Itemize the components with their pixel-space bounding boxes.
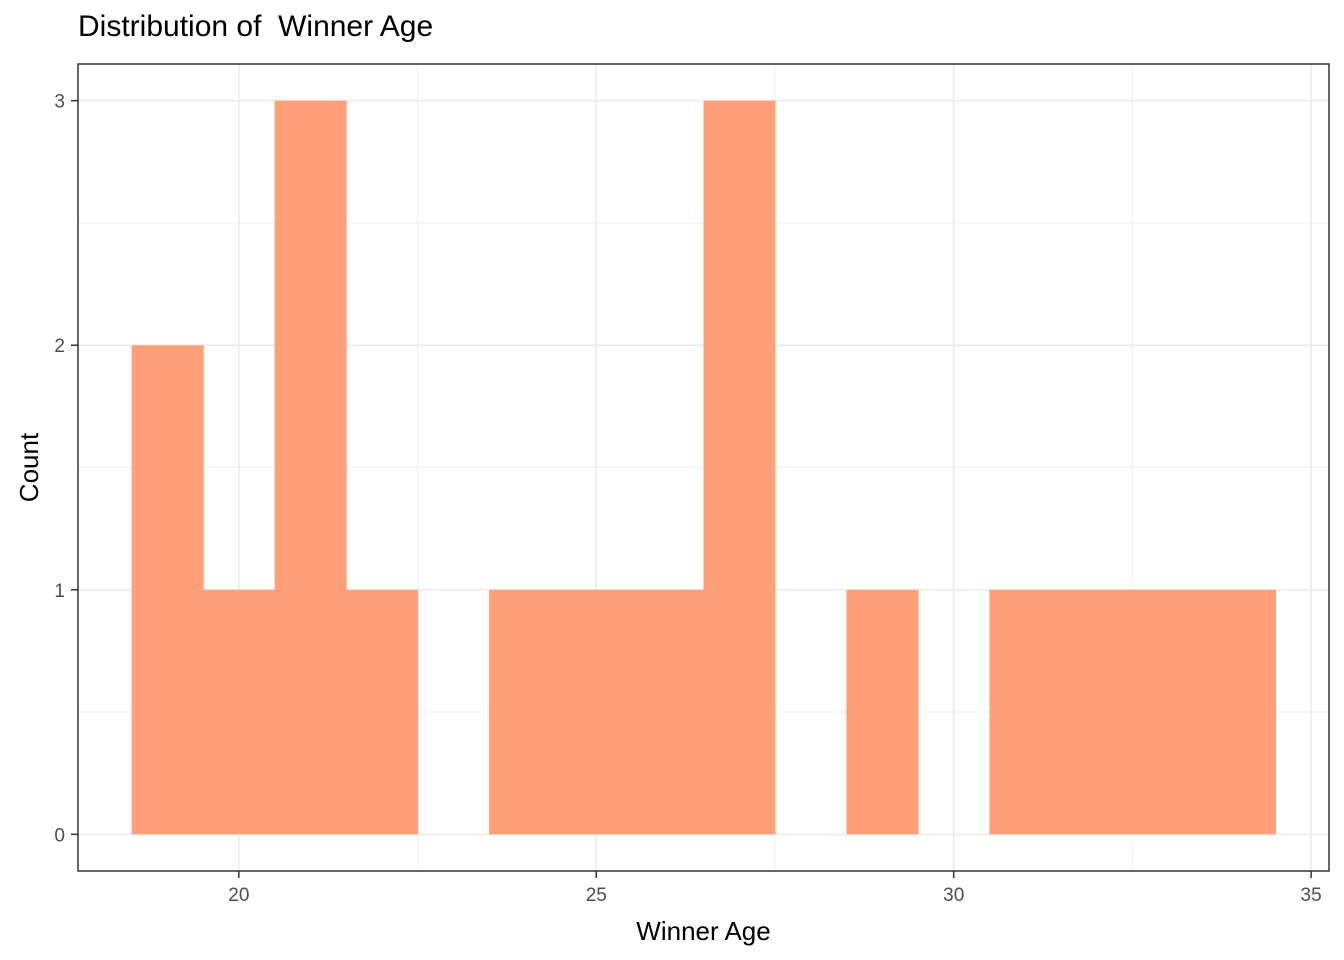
histogram-bars	[131, 100, 1276, 835]
histogram-bar	[632, 589, 705, 835]
histogram-bar	[489, 589, 562, 835]
panel-border	[77, 63, 1330, 872]
y-tick-label: 0	[54, 825, 65, 846]
y-tick-label: 3	[54, 92, 65, 113]
histogram-bar	[346, 589, 419, 835]
x-tick-label: 30	[943, 885, 964, 906]
x-tick-label: 25	[586, 885, 607, 906]
y-tick-label: 2	[54, 336, 65, 357]
histogram-bar	[131, 345, 204, 835]
histogram-bar	[846, 589, 919, 835]
histogram-bar	[703, 100, 776, 835]
histogram-bar	[989, 589, 1062, 835]
histogram-bar	[1132, 589, 1205, 835]
histogram-bar	[1060, 589, 1134, 835]
x-tick-label: 20	[228, 885, 249, 906]
histogram-bar	[203, 589, 276, 835]
y-axis-title: Count	[14, 432, 44, 502]
histogram-bar	[1203, 589, 1276, 835]
histogram-bar	[560, 589, 633, 835]
axis-ticks: 20 25 30 35 0 1 2 3	[54, 92, 1321, 906]
histogram-bar	[274, 100, 347, 835]
x-tick-label: 35	[1301, 885, 1322, 906]
x-axis-title: Winner Age	[636, 916, 770, 946]
y-tick-label: 1	[54, 581, 65, 602]
chart-title: Distribution of Winner Age	[78, 10, 434, 43]
